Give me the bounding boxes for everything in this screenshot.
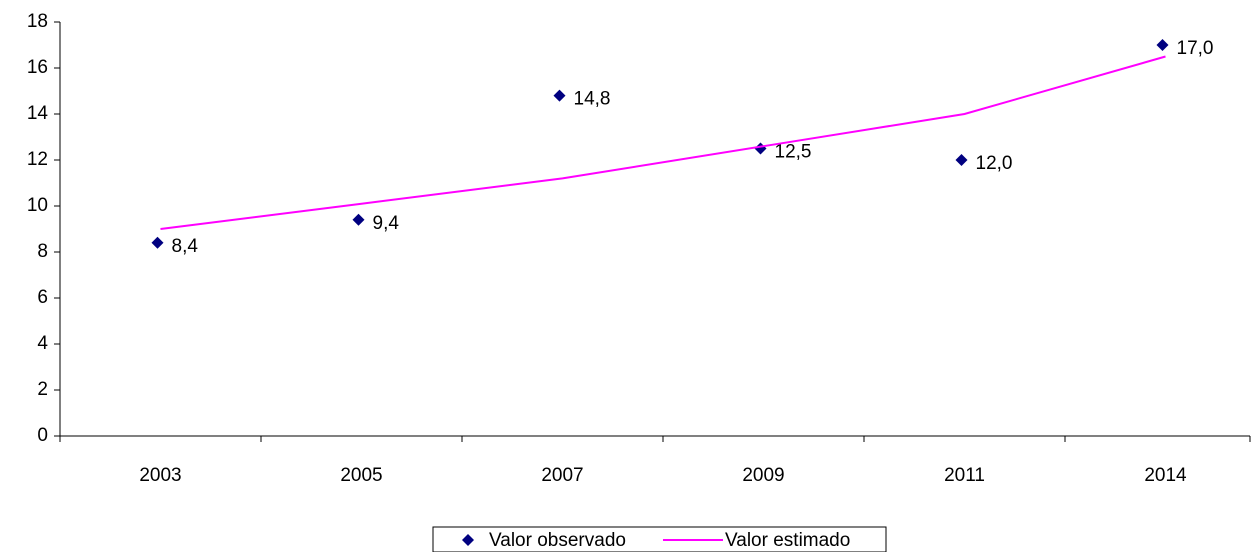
data-label: 12,5: [775, 142, 812, 163]
y-tick-label: 2: [37, 379, 48, 400]
data-label: 12,0: [976, 153, 1013, 174]
y-tick-label: 10: [27, 195, 48, 216]
point-marker: [1156, 39, 1169, 51]
x-tick-label: 2014: [1144, 465, 1187, 486]
y-tick-label: 12: [27, 149, 48, 170]
x-tick-label: 2005: [340, 465, 382, 486]
legend-box: [432, 526, 887, 552]
x-tick-label: 2007: [541, 465, 583, 486]
x-tick-label: 2003: [139, 465, 181, 486]
legend-label: Valor estimado: [725, 530, 850, 551]
point-marker: [352, 213, 365, 226]
legend-marker: [462, 534, 474, 546]
data-label: 14,8: [574, 89, 611, 110]
data-label: 17,0: [1177, 38, 1214, 59]
x-tick-label: 2011: [944, 465, 985, 486]
y-tick-label: 6: [37, 287, 48, 308]
data-label: 9,4: [373, 213, 400, 234]
point-marker: [553, 89, 566, 102]
estimate-line: [160, 55, 1166, 230]
y-tick-label: 14: [27, 103, 49, 124]
point-marker: [151, 236, 164, 249]
data-label: 8,4: [172, 236, 199, 257]
y-tick-label: 0: [37, 425, 48, 446]
x-tick-label: 2009: [742, 465, 784, 486]
y-tick-label: 16: [27, 57, 48, 78]
point-marker: [955, 154, 968, 166]
point-marker: [754, 142, 767, 155]
y-tick-label: 4: [37, 333, 48, 354]
y-tick-label: 8: [37, 241, 48, 262]
legend-label: Valor observado: [489, 530, 626, 551]
y-tick-label: 18: [27, 11, 48, 32]
